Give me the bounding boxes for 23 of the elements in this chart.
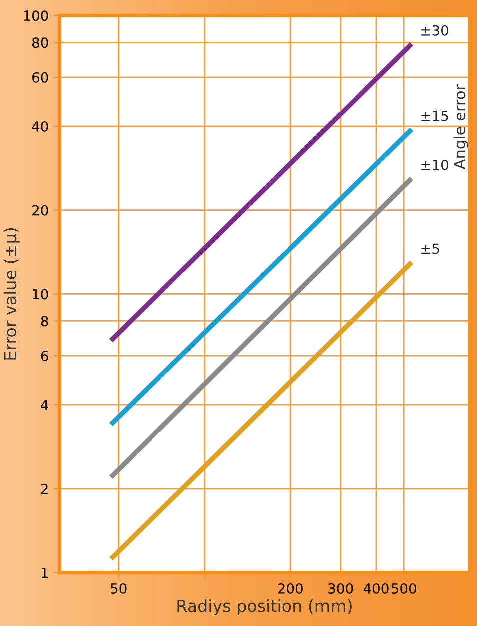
y-tick-label: 60 xyxy=(32,72,48,83)
x-axis-title: Radiys position (mm) xyxy=(178,599,352,616)
x-tick-label: 200 xyxy=(278,583,303,594)
series-label: ±30 xyxy=(422,25,449,36)
series-label: ±5 xyxy=(422,244,440,254)
y-tick-label: 1 xyxy=(42,568,48,578)
y-tick-label: 8 xyxy=(41,316,48,327)
y-tick-label: 4 xyxy=(41,400,48,410)
y-tick-label: 10 xyxy=(33,289,48,300)
y-tick-label: 6 xyxy=(41,350,48,362)
x-tick-label: 300 xyxy=(328,583,354,594)
y-tick-label: 40 xyxy=(32,121,48,132)
series-label: ±15 xyxy=(422,110,448,122)
y-axis-title: Error value (±μ) xyxy=(4,228,20,360)
y-tick-label: 80 xyxy=(32,38,48,48)
y-tick-label: 2 xyxy=(41,484,48,494)
y-tick-label: 20 xyxy=(32,205,48,216)
x-tick-label: 50 xyxy=(111,583,127,594)
y-tick-label: 100 xyxy=(24,10,48,22)
x-tick-label: 500 xyxy=(392,583,416,594)
x-tick-label: 400 xyxy=(364,583,389,594)
series-label: ±10 xyxy=(422,160,449,170)
annotation: Angle error xyxy=(454,84,469,170)
